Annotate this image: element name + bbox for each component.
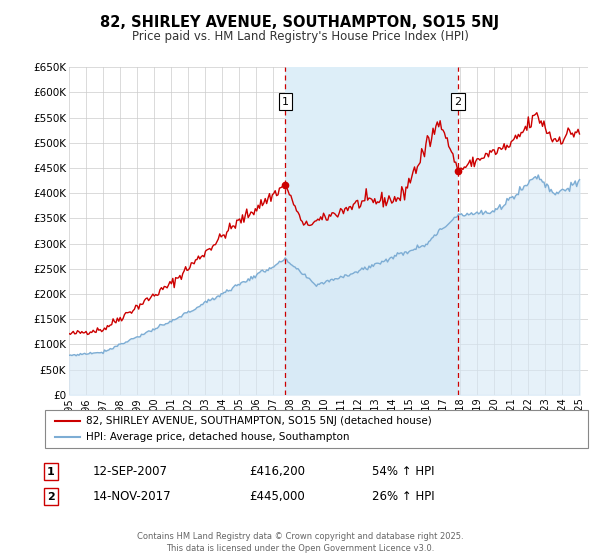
Text: 82, SHIRLEY AVENUE, SOUTHAMPTON, SO15 5NJ (detached house): 82, SHIRLEY AVENUE, SOUTHAMPTON, SO15 5N…	[86, 416, 431, 426]
Text: 54% ↑ HPI: 54% ↑ HPI	[372, 465, 434, 478]
Text: 1: 1	[47, 466, 55, 477]
Text: 14-NOV-2017: 14-NOV-2017	[93, 490, 172, 503]
Text: 2: 2	[47, 492, 55, 502]
Bar	[285, 67, 458, 395]
Text: £445,000: £445,000	[249, 490, 305, 503]
Text: £416,200: £416,200	[249, 465, 305, 478]
Text: Contains HM Land Registry data © Crown copyright and database right 2025.
This d: Contains HM Land Registry data © Crown c…	[137, 533, 463, 553]
Text: HPI: Average price, detached house, Southampton: HPI: Average price, detached house, Sout…	[86, 432, 349, 442]
Text: 82, SHIRLEY AVENUE, SOUTHAMPTON, SO15 5NJ: 82, SHIRLEY AVENUE, SOUTHAMPTON, SO15 5N…	[100, 15, 500, 30]
Text: 12-SEP-2007: 12-SEP-2007	[93, 465, 168, 478]
Text: Price paid vs. HM Land Registry's House Price Index (HPI): Price paid vs. HM Land Registry's House …	[131, 30, 469, 43]
Text: 1: 1	[282, 96, 289, 106]
Text: 2: 2	[455, 96, 462, 106]
Text: 26% ↑ HPI: 26% ↑ HPI	[372, 490, 434, 503]
